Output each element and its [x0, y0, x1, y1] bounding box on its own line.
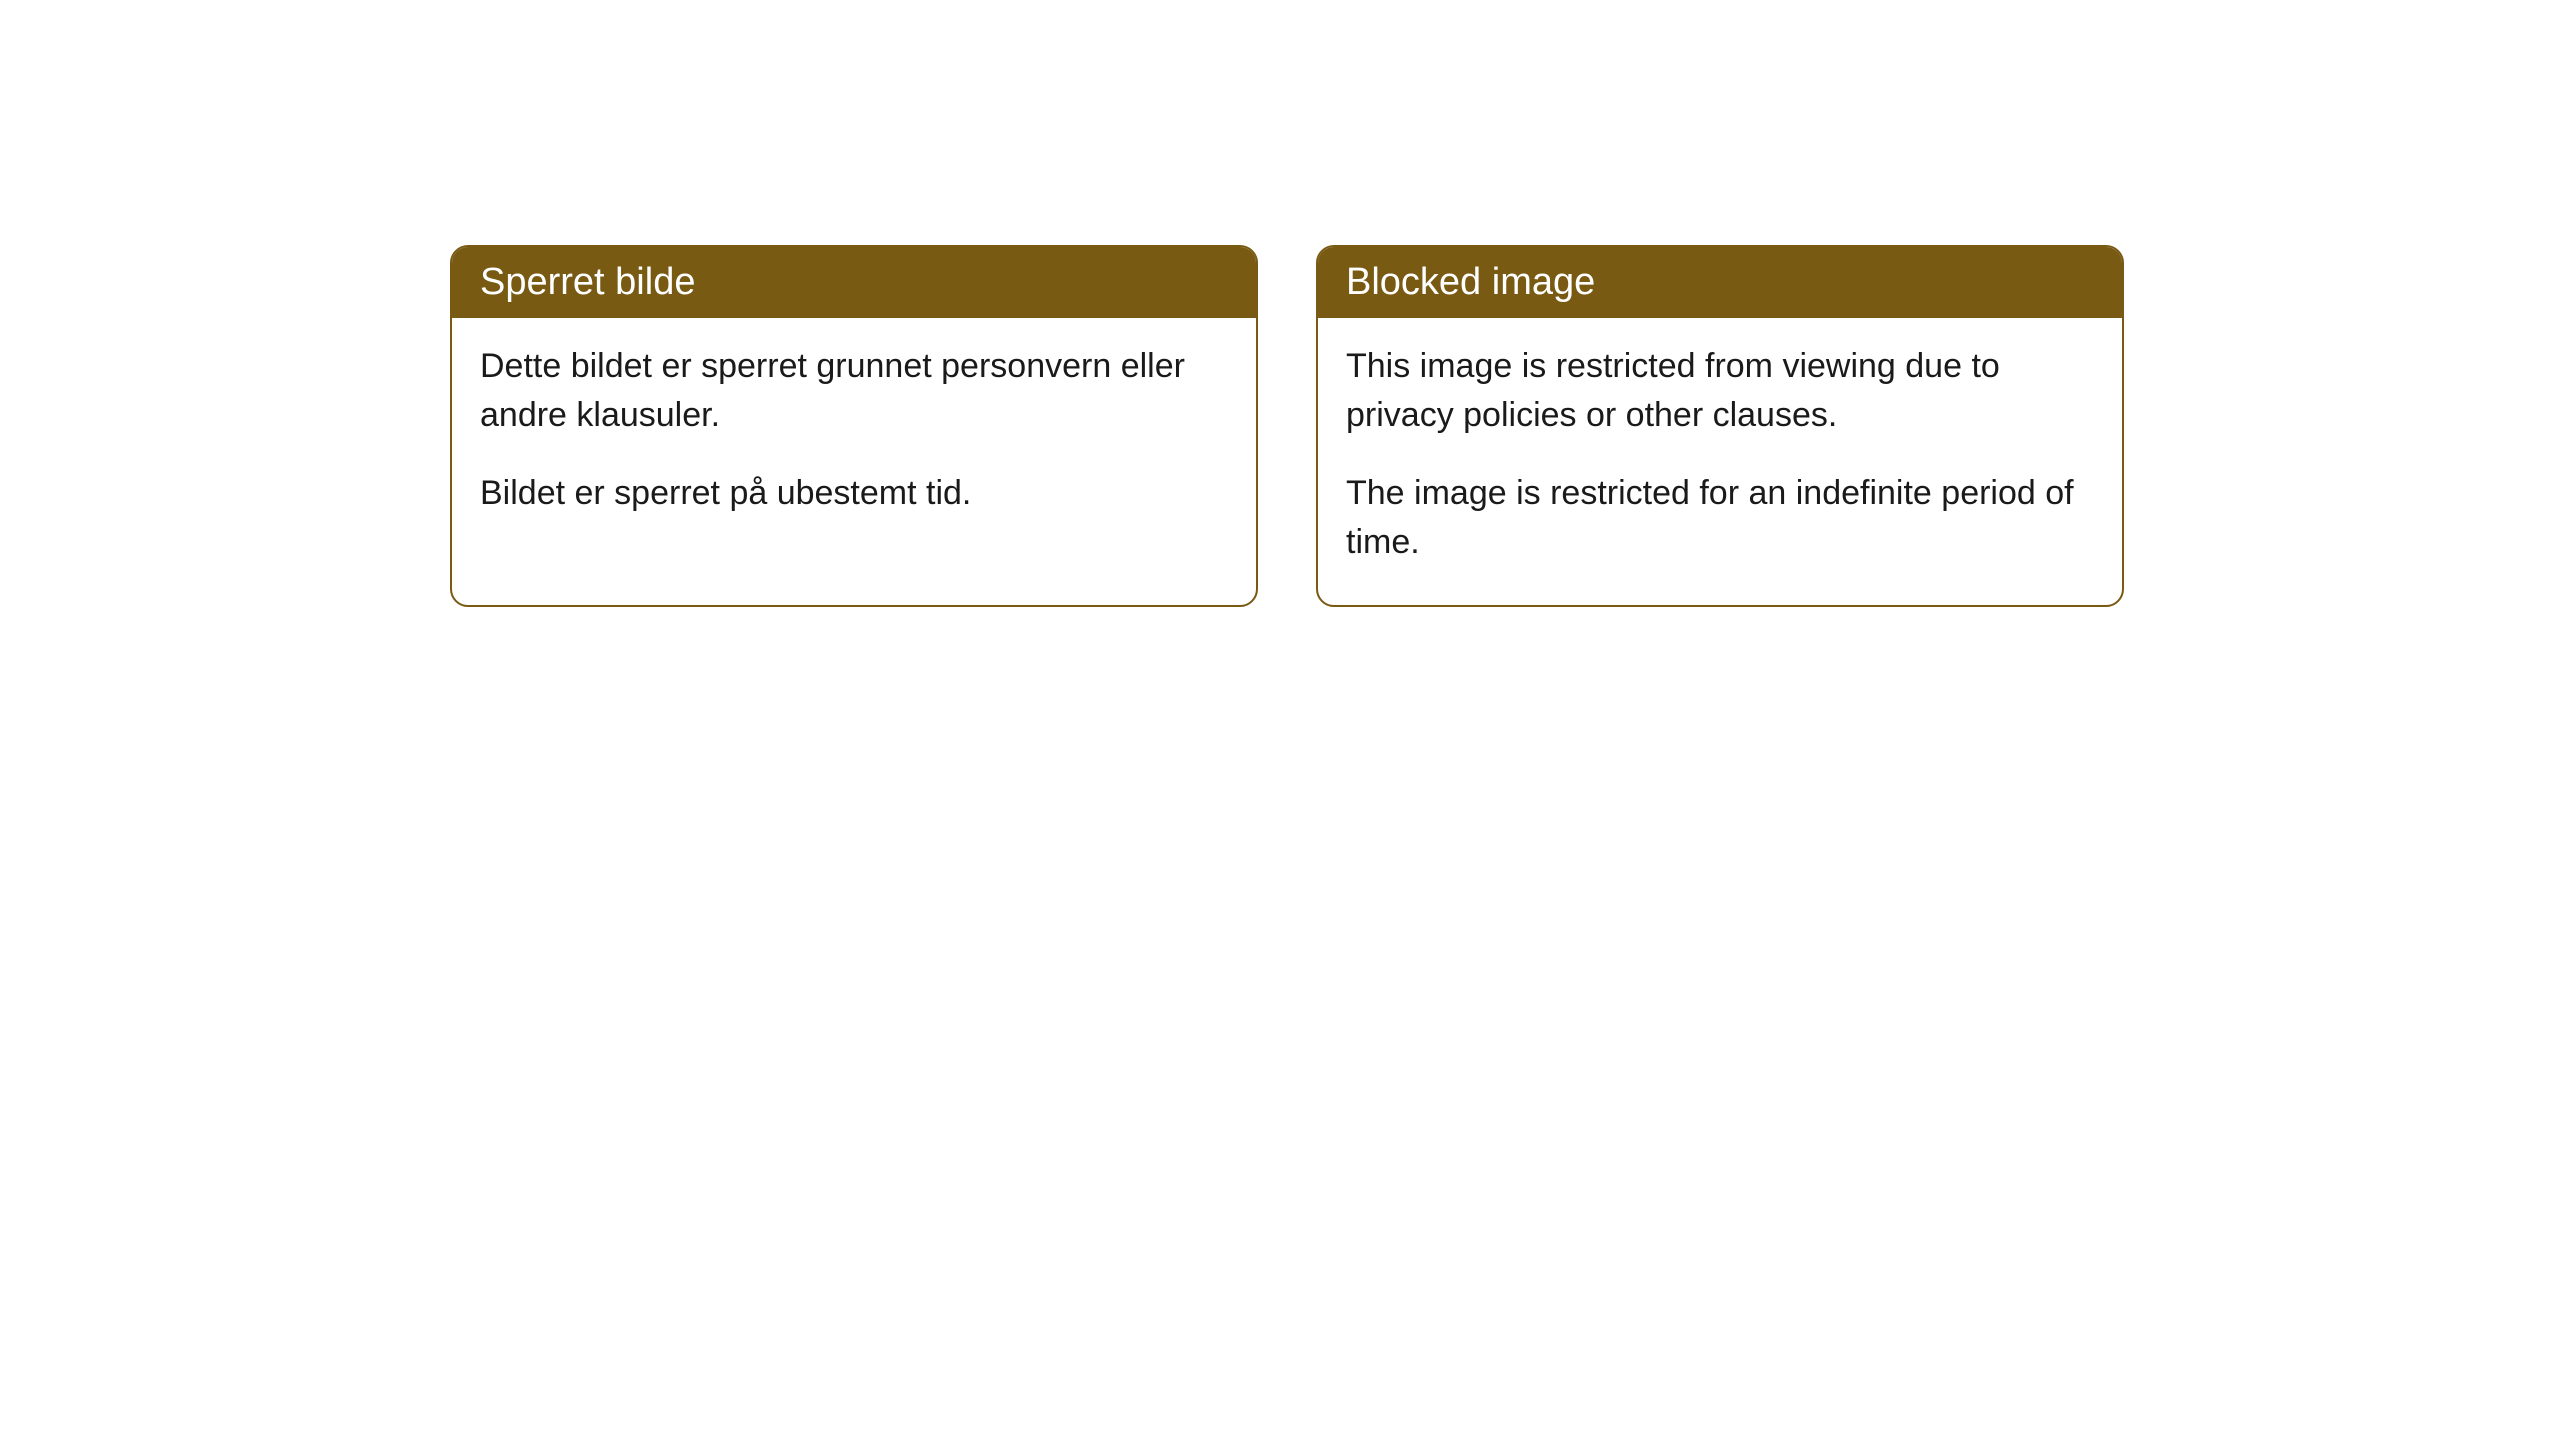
card-text-english-2: The image is restricted for an indefinit…: [1346, 469, 2094, 568]
card-text-norwegian-2: Bildet er sperret på ubestemt tid.: [480, 469, 1228, 518]
card-norwegian: Sperret bilde Dette bildet er sperret gr…: [450, 245, 1258, 607]
card-text-english-1: This image is restricted from viewing du…: [1346, 342, 2094, 441]
card-header-norwegian: Sperret bilde: [452, 247, 1256, 318]
cards-container: Sperret bilde Dette bildet er sperret gr…: [450, 245, 2124, 607]
card-english: Blocked image This image is restricted f…: [1316, 245, 2124, 607]
card-text-norwegian-1: Dette bildet er sperret grunnet personve…: [480, 342, 1228, 441]
card-body-english: This image is restricted from viewing du…: [1318, 318, 2122, 605]
card-header-english: Blocked image: [1318, 247, 2122, 318]
card-body-norwegian: Dette bildet er sperret grunnet personve…: [452, 318, 1256, 556]
